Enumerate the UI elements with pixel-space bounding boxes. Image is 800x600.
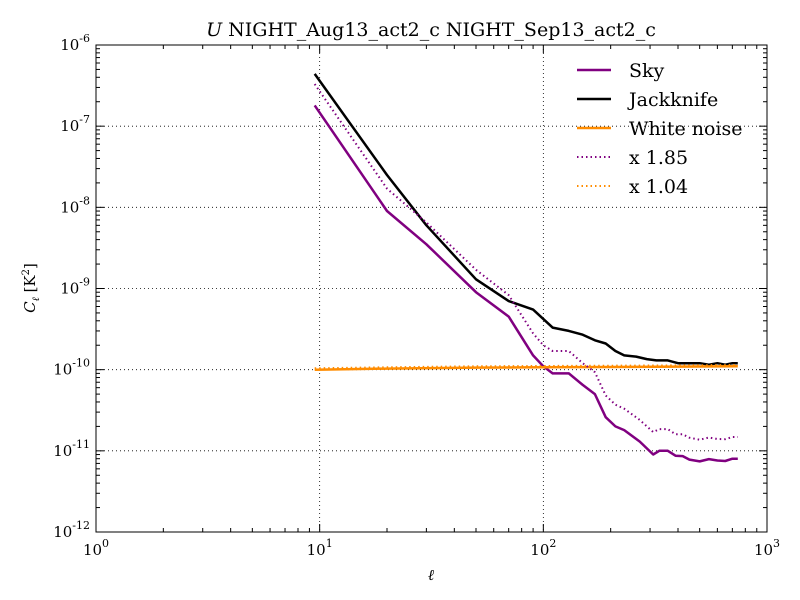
chart-title-italic: U [206,19,223,41]
y-tick-label: 10-10 [53,357,90,379]
y-tick-label: 10-9 [60,276,90,298]
series-line-sky [313,104,738,463]
series-layer [313,73,738,463]
y-tick-label: 10-11 [53,438,90,460]
series-line-jackknife [313,73,738,366]
x-tick-label: 102 [530,537,556,559]
y-tick-label: 10-8 [60,194,90,216]
y-tick-label: 10-6 [60,32,90,54]
y-axis-label: Cℓ [K2] [21,263,42,313]
legend: Sky Jackknife White noise x 1.85 x 1.04 [577,60,743,198]
chart-title-rest: NIGHT_Aug13_act2_c NIGHT_Sep13_act2_c [222,19,656,41]
legend-label: White noise [629,118,743,140]
legend-label: x 1.85 [629,147,688,169]
axis-ticks [95,44,768,533]
x-tick-label: 100 [83,537,109,559]
y-tick-labels: 10-12 10-11 10-10 10-9 10-8 10-7 10-6 [53,32,90,541]
legend-label: Jackknife [627,89,718,111]
x-tick-labels: 100 101 102 103 [83,537,780,559]
x-tick-label: 101 [307,537,333,559]
chart-title: U NIGHT_Aug13_act2_c NIGHT_Sep13_act2_c [206,19,656,41]
x-axis-label: ℓ [428,566,434,584]
series-line-x-1-85 [313,83,738,441]
y-tick-label: 10-7 [60,113,90,135]
series-line-x-1-04 [314,364,738,370]
legend-label: Sky [629,60,665,82]
legend-label: x 1.04 [629,176,688,198]
x-tick-label: 103 [754,537,780,559]
series-line-white-noise [314,365,738,371]
y-tick-label: 10-12 [53,519,90,541]
